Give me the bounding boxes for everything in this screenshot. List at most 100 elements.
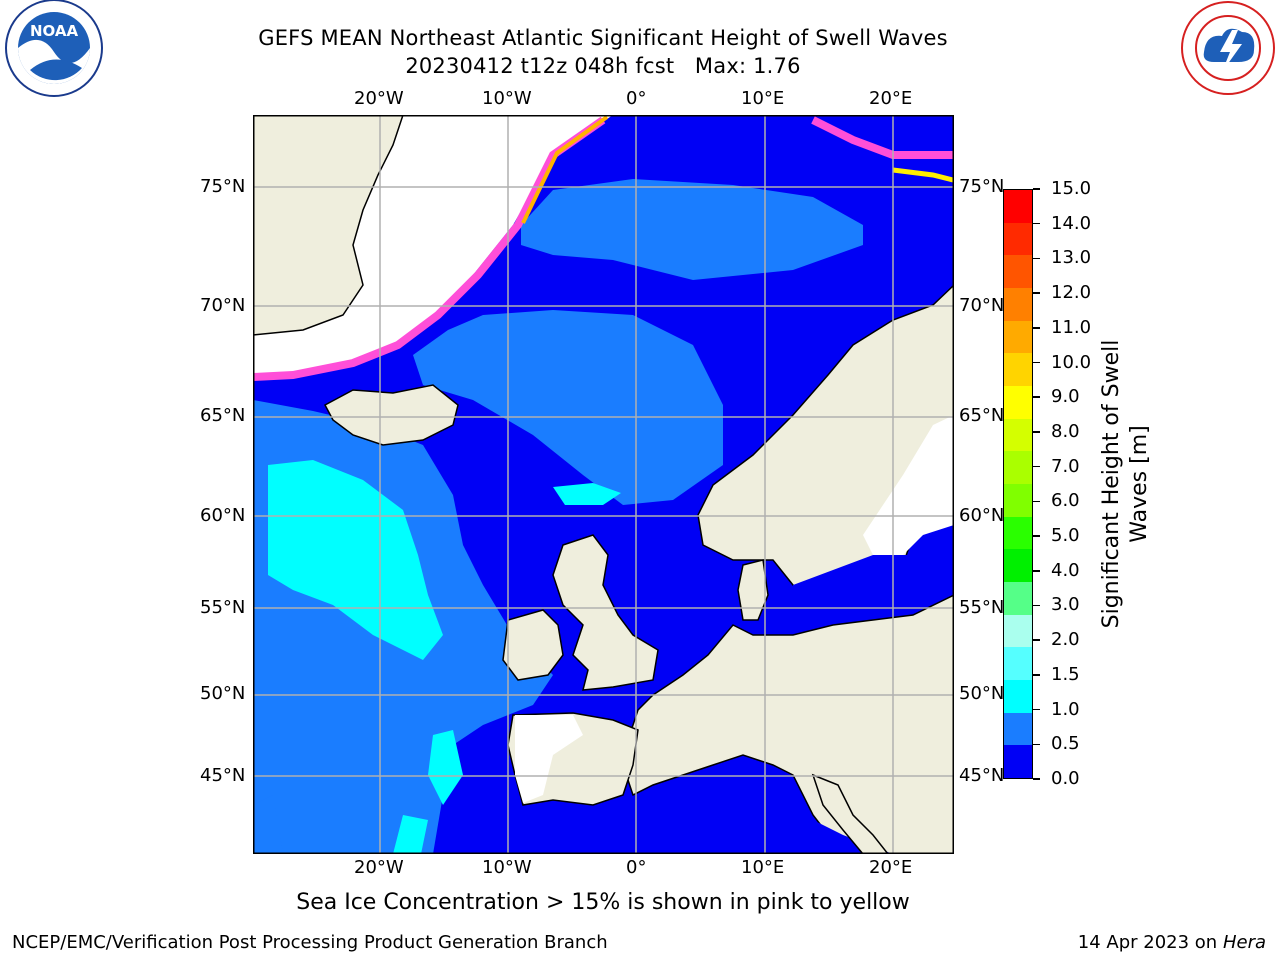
lon-label-bottom-10e: 10°E: [741, 857, 785, 878]
swell-band-1.0-1.5-faroe: [553, 483, 621, 505]
colorbar-tick-label: 1.0: [1051, 698, 1080, 720]
colorbar-segment: [1004, 353, 1032, 387]
colorbar-tick-label: 13.0: [1051, 247, 1092, 269]
map-frame: [253, 115, 954, 854]
bothnia-ice: [863, 415, 954, 555]
sea-ice-caption: Sea Ice Concentration > 15% is shown in …: [296, 890, 910, 915]
colorbar-segment: [1004, 386, 1032, 419]
lat-label-left-50n: 50°N: [200, 683, 246, 704]
colorbar-segment: [1004, 190, 1032, 223]
colorbar-segment: [1004, 222, 1032, 256]
colorbar-tick-mark: [1033, 500, 1040, 503]
swell-band-0.5-1.0-west-strip: [253, 795, 283, 854]
lat-label-right-65n: 65°N: [959, 405, 1005, 426]
lon-label-top-10e: 10°E: [741, 88, 785, 109]
colorbar-tick-label: 7.0: [1051, 455, 1080, 477]
colorbar-tick-label: 5.0: [1051, 525, 1080, 547]
colorbar-tick-mark: [1033, 570, 1040, 572]
lat-label-left-65n: 65°N: [200, 405, 246, 426]
lon-label-bottom-10w: 10°W: [482, 857, 532, 878]
lon-label-top-20w: 20°W: [354, 88, 404, 109]
colorbar-tick-mark: [1033, 327, 1040, 329]
colorbar-tick-mark: [1033, 743, 1040, 746]
lat-label-right-75n: 75°N: [959, 176, 1005, 197]
colorbar-label-line1: Significant Height of Swell: [1099, 339, 1124, 629]
lat-label-right-60n: 60°N: [959, 505, 1005, 526]
colorbar-tick-mark: [1033, 222, 1040, 225]
colorbar-segment: [1004, 745, 1032, 779]
footer-credit: NCEP/EMC/Verification Post Processing Pr…: [12, 932, 608, 953]
lon-label-top-10w: 10°W: [482, 88, 532, 109]
colorbar-segment: [1004, 647, 1032, 681]
colorbar-tick-label: 9.0: [1051, 386, 1080, 408]
colorbar-segment: [1004, 680, 1032, 713]
colorbar-tick-mark: [1033, 396, 1040, 398]
chart-title: GEFS MEAN Northeast Atlantic Significant…: [258, 26, 948, 50]
lat-label-left-75n: 75°N: [200, 176, 246, 197]
lat-label-right-55n: 55°N: [959, 597, 1005, 618]
colorbar-segment: [1004, 288, 1032, 321]
sea-ice-edge: [253, 116, 606, 381]
colorbar-tick-mark: [1033, 535, 1040, 537]
lat-label-right-50n: 50°N: [959, 683, 1005, 704]
sea-ice-edge-svalbard-yellow: [892, 167, 954, 183]
colorbar-tick-mark: [1033, 431, 1040, 433]
chart-subtitle: 20230412 t12z 048h fcst Max: 1.76: [405, 54, 801, 78]
colorbar-segment: [1004, 484, 1032, 517]
lat-label-left-70n: 70°N: [200, 295, 246, 316]
swell-band-1.0-1.5: [268, 460, 443, 660]
ireland: [502, 609, 564, 681]
greenland-land: [253, 115, 404, 336]
nws-logo-icon: [1181, 1, 1275, 95]
svg-text:NOAA: NOAA: [30, 22, 79, 40]
colorbar-tick-mark: [1033, 639, 1040, 641]
colorbar-tick-label: 1.5: [1051, 663, 1080, 685]
colorbar: [1003, 189, 1033, 779]
colorbar-segment: [1004, 451, 1032, 485]
colorbar-tick-label: 11.0: [1051, 316, 1092, 338]
colorbar-tick-label: 4.0: [1051, 559, 1080, 581]
colorbar-tick-mark: [1033, 604, 1040, 607]
colorbar-tick-label: 0.5: [1051, 733, 1080, 755]
colorbar-segment: [1004, 614, 1032, 648]
footer-date: 14 Apr 2023 on Hera: [1078, 932, 1266, 953]
swell-height-map: [253, 115, 954, 854]
mediterranean-sea: [673, 795, 893, 854]
jutland: [737, 559, 769, 621]
lon-label-bottom-20e: 20°E: [869, 857, 913, 878]
colorbar-tick-mark: [1033, 778, 1040, 780]
colorbar-segment: [1004, 320, 1032, 354]
colorbar-segment: [1004, 516, 1032, 550]
italy: [811, 773, 889, 854]
iberia-white: [515, 715, 583, 803]
colorbar-tick-label: 12.0: [1051, 282, 1092, 304]
colorbar-segment: [1004, 712, 1032, 746]
lat-label-right-45n: 45°N: [959, 765, 1005, 786]
sea-ice-edge-orange: [521, 115, 609, 224]
lat-label-left-55n: 55°N: [200, 597, 246, 618]
colorbar-segment: [1004, 255, 1032, 289]
lat-label-right-70n: 70°N: [959, 295, 1005, 316]
colorbar-tick-label: 0.0: [1051, 768, 1080, 789]
baltic-sea: [793, 555, 913, 620]
colorbar-ticks: 15.0 14.0 13.0 12.0 11.0 10.0 9.0 8.0 7.0 6.0 5.0 4…: [1033, 178, 1113, 789]
swell-band-1.0-1.5-sw: [428, 730, 463, 805]
colorbar-segment: [1004, 549, 1032, 583]
lon-label-top-0: 0°: [626, 88, 647, 109]
colorbar-tick-mark: [1033, 361, 1040, 364]
colorbar-tick-mark: [1033, 292, 1040, 294]
great-britain: [552, 534, 659, 691]
swell-band-0.5-1.0-north: [413, 310, 723, 505]
footer-date-text: 14 Apr 2023 on: [1077, 932, 1223, 953]
lon-label-bottom-0: 0°: [626, 857, 647, 878]
lat-label-left-45n: 45°N: [200, 765, 246, 786]
colorbar-segment: [1004, 582, 1032, 615]
swell-band-0.5-1.0-greenland-sea: [521, 179, 863, 280]
sea-ice-edge-svalbard: [811, 116, 953, 159]
colorbar-tick-mark: [1033, 708, 1040, 711]
colorbar-tick-label: 14.0: [1051, 212, 1092, 234]
colorbar-label: Significant Height of Swell Waves [m]: [1098, 274, 1158, 694]
footer-machine: Hera: [1222, 932, 1266, 953]
noaa-logo-icon: NOAA: [5, 0, 103, 97]
colorbar-tick-label: 3.0: [1051, 594, 1080, 616]
